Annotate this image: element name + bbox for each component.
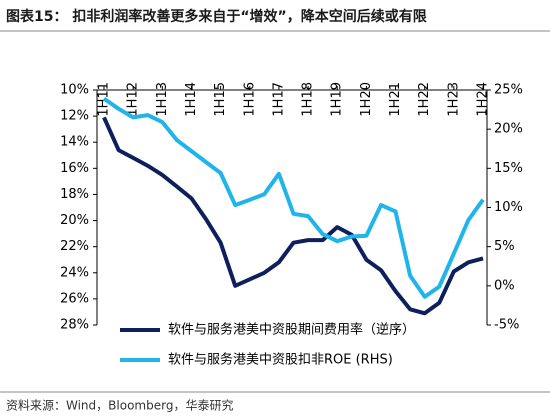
y-tick-label: 22% bbox=[60, 239, 89, 254]
y-tick-label: 16% bbox=[60, 161, 89, 176]
y2-tick-label: 0% bbox=[494, 278, 515, 293]
x-tick-label: 1H15 bbox=[213, 82, 228, 117]
x-tick-label: 1H17 bbox=[271, 82, 286, 117]
y-tick-label: 12% bbox=[60, 109, 89, 124]
y2-tick-label: 15% bbox=[494, 161, 523, 176]
x-tick-label: 1H19 bbox=[330, 82, 345, 117]
x-tick-label: 1H23 bbox=[446, 82, 461, 117]
y2-tick-label: -5% bbox=[494, 318, 519, 333]
chart-title: 图表15： 扣非利润率改善更多来自于“增效”，降本空间后续或有限 bbox=[6, 8, 427, 25]
legend-label: 软件与服务港美中资股期间费用率（逆序） bbox=[168, 322, 415, 338]
x-tick-label: 1H14 bbox=[184, 82, 199, 117]
x-tick-label: 1H24 bbox=[476, 82, 491, 117]
y-tick-label: 18% bbox=[60, 187, 89, 202]
y-tick-label: 24% bbox=[60, 265, 89, 280]
x-tick-label: 1H16 bbox=[242, 82, 257, 117]
x-tick-label: 1H22 bbox=[417, 82, 432, 117]
y2-tick-label: 25% bbox=[494, 83, 523, 98]
source: 资料来源：Wind，Bloomberg，华泰研究 bbox=[6, 398, 233, 413]
y-tick-label: 26% bbox=[60, 291, 89, 306]
series-line bbox=[102, 96, 485, 299]
y2-tick-label: 5% bbox=[494, 239, 515, 254]
y-tick-label: 14% bbox=[60, 135, 89, 150]
legend-label: 软件与服务港美中资股扣非ROE (RHS) bbox=[168, 352, 393, 368]
x-tick-label: 1H20 bbox=[359, 82, 374, 117]
x-tick-label: 1H21 bbox=[388, 82, 403, 117]
y2-tick-label: 20% bbox=[494, 122, 523, 137]
x-tick-label: 1H12 bbox=[126, 82, 141, 117]
y-tick-label: 20% bbox=[60, 213, 89, 228]
x-tick-label: 1H13 bbox=[155, 82, 170, 117]
series-line bbox=[102, 116, 484, 316]
y-tick-label: 28% bbox=[60, 318, 89, 333]
y-tick-label: 10% bbox=[60, 83, 89, 98]
y2-tick-label: 10% bbox=[494, 200, 523, 215]
x-tick-label: 1H18 bbox=[301, 82, 316, 117]
